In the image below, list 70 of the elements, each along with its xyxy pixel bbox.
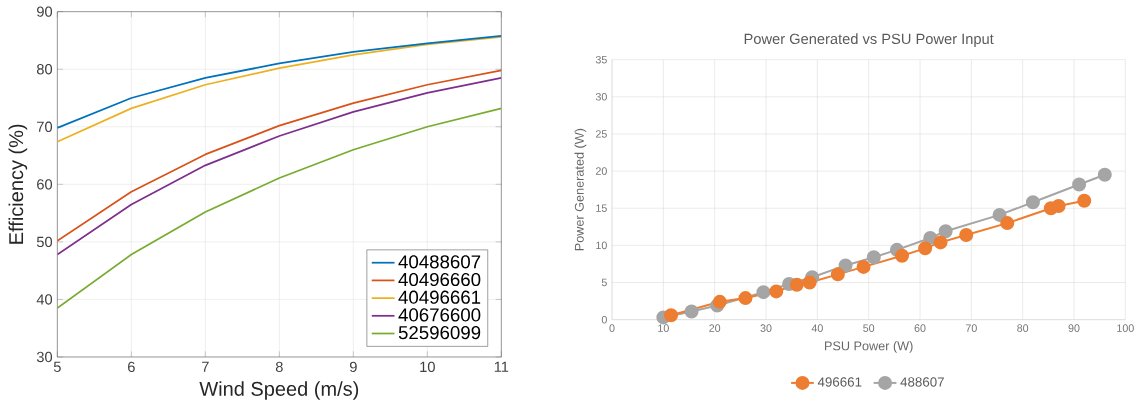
y-tick-label: 90 [37,6,53,17]
y-tick-label: 30 [36,351,53,363]
y-tick-label: 15 [596,204,607,212]
x-tick-label: 7 [202,361,209,372]
y-tick-label: 0 [601,315,607,324]
legend-label: 40676600 [398,308,481,322]
x-tick-label: 60 [914,324,926,332]
x-tick-label: 6 [128,361,135,373]
y-axis-title: Power Generated (W) [574,128,587,251]
point [1000,216,1015,231]
y-tick-label: 60 [37,179,53,190]
point [895,248,910,263]
point [830,267,845,282]
x-tick-label: 10 [658,324,669,332]
y-tick-label: 80 [36,64,53,75]
point [959,227,974,242]
x-tick-label: 50 [863,324,875,332]
point [1077,193,1092,208]
y-tick-label: 10 [596,241,607,250]
point [769,284,784,299]
x-tick-label: 80 [1017,324,1029,332]
point [756,285,771,300]
y-tick-label: 35 [595,55,607,64]
point [789,277,804,292]
point [838,258,853,273]
x-tick-label: 70 [965,324,977,332]
point [938,224,953,239]
y-tick-label: 50 [36,236,53,248]
x-tick-label: 9 [349,361,357,373]
x-tick-label: 0 [609,324,615,332]
x-tick-label: 20 [709,324,721,332]
point [866,250,881,265]
point [712,294,727,309]
x-tick-label: 10 [420,361,435,373]
x-axis-title: Wind Speed (m/s) [199,381,359,400]
x-tick-label: 90 [1068,324,1080,332]
x-tick-label: 100 [1117,324,1134,332]
legend-label: 40496661 [398,290,481,304]
chart-title: Power Generated vs PSU Power Input [744,33,994,47]
x-tick-label: 8 [275,361,283,373]
legend-label: 40488607 [398,255,481,269]
y-tick-label: 20 [595,167,607,175]
x-axis-title: PSU Power (W) [825,341,913,353]
point [1025,195,1040,210]
point [684,304,699,319]
point [992,207,1007,222]
legend-label: 40496660 [398,272,481,287]
y-tick-label: 40 [36,294,53,305]
line-series [57,107,502,309]
legend-label: 52596099 [398,325,481,340]
y-tick-label: 25 [595,130,607,138]
point [1051,199,1066,213]
point [856,259,871,274]
legend-label: 496661 [817,377,862,387]
x-tick-label: 30 [760,324,772,332]
x-tick-label: 11 [494,361,509,372]
point [802,275,817,290]
point [1072,177,1087,192]
point [738,291,753,306]
y-tick-label: 5 [601,278,607,287]
x-tick-label: 40 [811,324,823,332]
y-axis-title: Efficiency (%) [8,124,28,244]
y-tick-label: 30 [595,93,607,101]
point [918,241,933,256]
point [664,308,679,323]
y-tick-label: 70 [37,121,53,132]
point [1097,167,1112,182]
legend-label: 488607 [900,377,944,387]
point [933,235,948,250]
x-tick-label: 5 [53,361,61,372]
